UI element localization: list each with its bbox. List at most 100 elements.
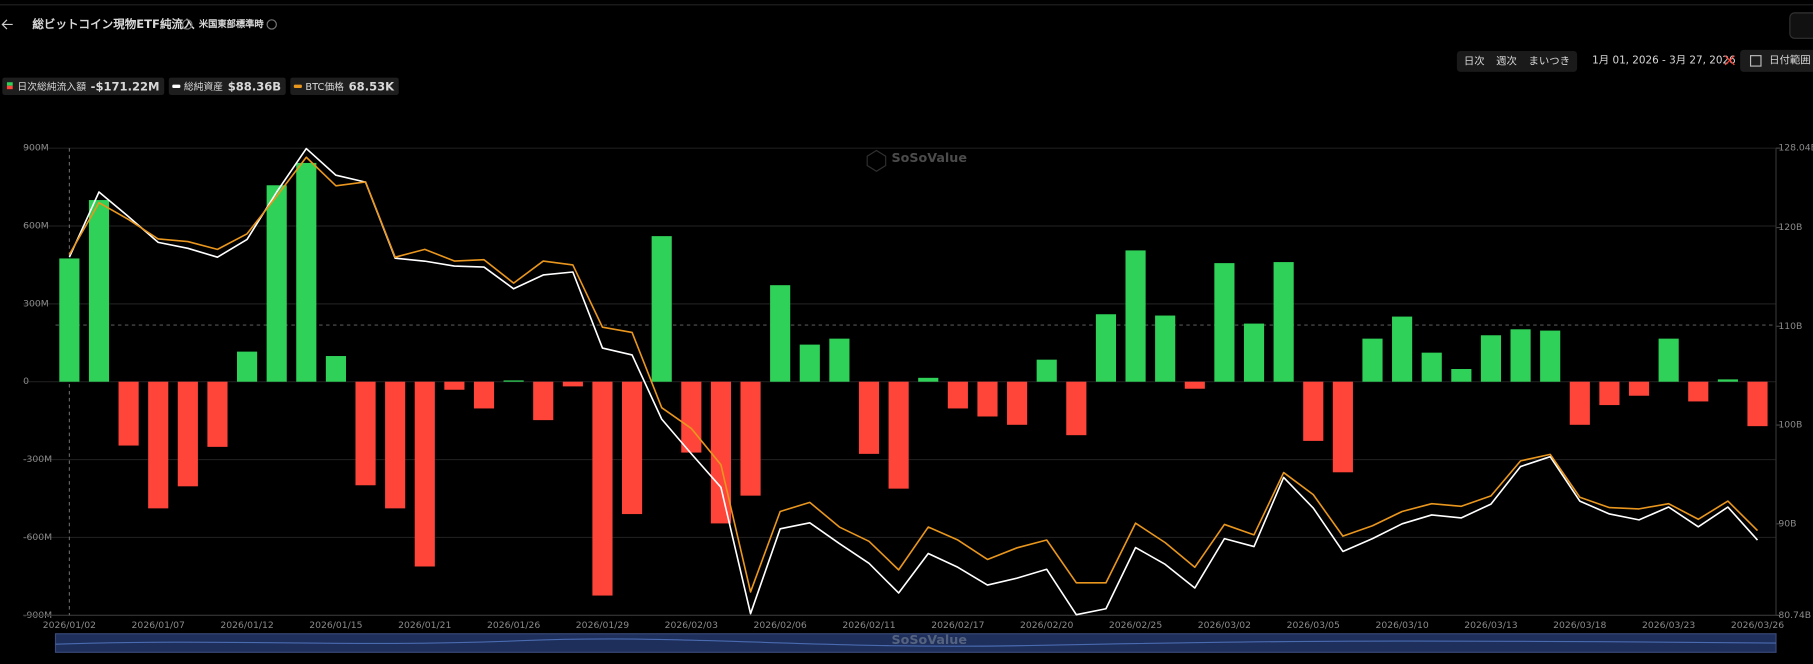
bar [1184,381,1205,389]
bar [325,356,346,382]
period-tab[interactable]: まいつき [1529,55,1571,67]
bar [1747,381,1768,427]
watermark-text: SoSoValue [891,150,966,165]
bar [1125,250,1146,382]
y2-tick-label: 128.04B [1778,143,1813,154]
line [68,156,1759,593]
bar [1036,359,1057,382]
bar [918,377,939,382]
period-tab[interactable]: 日次 [1464,54,1485,67]
bar [59,258,80,382]
bar [1303,381,1324,441]
bar [622,381,643,515]
y-tick-label: 0 [23,376,29,387]
bar [1155,315,1176,382]
bar [1273,262,1294,382]
bar [770,285,791,382]
legend-name: 総純資産 [184,80,223,93]
bar [503,380,524,382]
info-icon[interactable] [266,19,277,30]
legend-item[interactable]: 日次総純流入額 -$171.22M [2,77,165,95]
share-button[interactable] [1789,12,1813,39]
line [68,147,1759,616]
bar [947,381,968,409]
date-range[interactable]: 1月 01, 2026 - 3月 27, 2026 [1592,54,1736,66]
bar [355,381,376,486]
legend-item[interactable]: BTC価格 68.53K [290,77,399,95]
legend-chip [290,77,399,95]
x-tick-label: 2026/01/26 [487,620,540,631]
back-button[interactable] [1,19,13,30]
legend-name: BTC価格 [305,80,344,93]
y2-tick-label: 110B [1778,321,1802,332]
bar [444,381,465,390]
bar [1688,381,1709,402]
bar [177,381,198,487]
y-tick-label: -600M [23,532,52,543]
legend-item[interactable]: 総純資産 $88.36B [168,77,286,95]
x-tick-label: 2026/01/07 [132,620,185,631]
bar [1362,338,1383,382]
watermark: SoSoValue [891,632,966,647]
bar [651,236,672,382]
x-tick-label: 2026/03/05 [1287,620,1340,631]
bar [1717,379,1738,382]
y-tick-label: 900M [23,143,49,154]
watermark: SoSoValue [866,149,967,172]
bar [1392,316,1413,382]
bar [740,381,761,496]
bar [237,351,258,382]
x-tick-label: 2026/03/10 [1375,620,1428,631]
y-tick-label: 300M [23,298,49,309]
x-tick-label: 2026/03/26 [1731,620,1784,631]
bar [1569,381,1590,425]
bar [296,162,317,382]
y-tick-label: 600M [23,221,49,232]
x-tick-label: 2026/03/18 [1553,620,1606,631]
legend-swatch [293,84,302,89]
bar [533,381,554,421]
page-title: 総ビットコイン現物ETF純流入 [32,17,195,31]
bar [1540,330,1561,382]
x-tick-label: 2026/01/12 [220,620,273,631]
x-tick-label: 2026/02/03 [665,620,718,631]
bar [977,381,998,417]
bar [1510,329,1531,382]
period-tab[interactable]: 週次 [1496,54,1517,67]
clear-date[interactable] [1724,55,1735,66]
x-tick-label: 2026/01/21 [398,620,451,631]
info-icon[interactable] [182,19,193,30]
y2-tick-label: 100B [1778,420,1802,431]
legend-chip [2,77,165,95]
legend-value: $88.36B [228,79,281,93]
bar [799,344,820,382]
x-tick-label: 2026/01/15 [309,620,362,631]
bar [1658,338,1679,382]
legend-swatch [6,85,13,90]
x-tick-label: 2026/03/13 [1464,620,1517,631]
x-tick-label: 2026/01/29 [576,620,629,631]
legend-name: 日次総純流入額 [17,80,86,93]
x-tick-label: 2026/03/23 [1642,620,1695,631]
bar [118,381,139,446]
bar [148,381,169,509]
calendar-icon [1749,55,1762,67]
navigator-preview [55,638,1777,647]
x-tick-label: 2026/02/17 [931,620,984,631]
bar [1451,369,1472,382]
y-tick-label: -300M [23,454,52,465]
bar [1480,335,1502,382]
bar [266,185,287,382]
bar [681,381,702,453]
legend-swatch [6,82,13,86]
y2-tick-label: 80.74B [1778,610,1811,621]
bar [1066,381,1087,436]
legend-value: 68.53K [349,79,396,93]
legend-value: -$171.22M [91,79,160,93]
watermark-text: SoSoValue [891,632,966,647]
bar [1095,314,1117,382]
y2-tick-label: 90B [1778,518,1796,529]
bar [1599,381,1620,406]
